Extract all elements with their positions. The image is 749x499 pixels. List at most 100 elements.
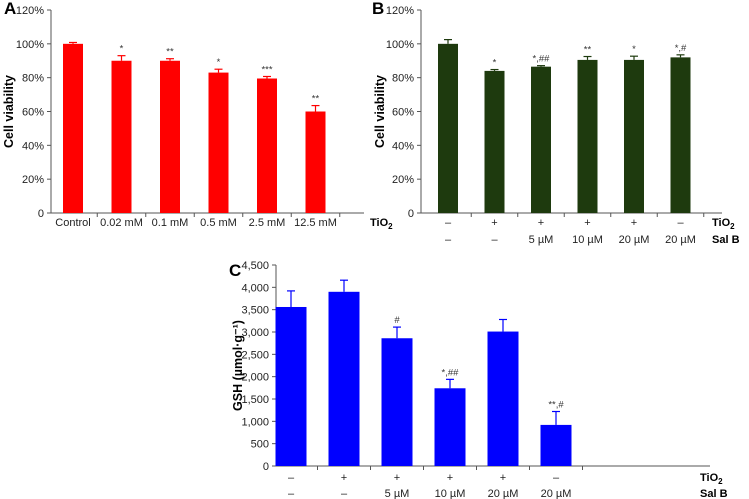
bar [160,60,180,213]
bar [577,59,598,213]
y-tick-label: 20% [392,174,414,186]
row-label-text: TiO [712,217,731,229]
x-category-label: 0.02 mM [100,217,143,229]
x-category-label: 10 µM [572,234,603,246]
panel-b: B Cell viability 0 20% 40% 60% 80% 100% 120% * *,#… [372,0,740,246]
x-category-label: – [341,488,348,499]
bar [484,70,505,214]
y-tick-label: 2,500 [241,349,269,361]
y-tick-label: 100% [386,39,414,51]
y-tick-label: 120% [16,5,44,17]
x-category-label: + [500,472,506,484]
bar [624,59,644,213]
row-label-text: Sal B [700,488,728,499]
x-category-label: 2.5 mM [249,217,286,229]
x-category-label: – [445,217,452,229]
y-tick-label: 40% [22,140,44,152]
y-axis-label: Cell viability [2,75,16,148]
significance-label: * [120,44,124,55]
x-category-label: – [445,234,452,246]
x-category-label: + [394,472,400,484]
row-label-salb: Sal B [712,234,740,246]
y-axis-label: Cell viability [373,75,387,148]
y-tick-label: 60% [392,107,414,119]
x-category-label: – [288,488,295,499]
y-tick-label: 1,500 [241,394,269,406]
significance-label: * [217,57,221,68]
significance-label: *** [261,64,272,75]
bar [670,57,691,213]
x-category-label: + [538,217,544,229]
bar [305,111,326,213]
panel-label-b: B [372,0,384,18]
x-category-label: Control [55,217,90,229]
row-label-tio2: TiO2 [370,217,393,231]
x-category-label: 0.1 mM [152,217,189,229]
x-category-label: + [631,217,637,229]
row-label-text: TiO [700,472,719,484]
panel-c: C GSH (µmol·g⁻¹) 0 500 1,000 1,500 2,000 2,500 3… [229,260,728,499]
significance-label: * [632,44,636,55]
bar [540,424,572,466]
bar [328,291,360,466]
y-tick-label: 4,500 [241,260,269,272]
significance-label: *,## [442,367,460,378]
row-label-subscript: 2 [730,222,735,231]
significance-label: *,# [675,43,687,54]
y-tick-label: 120% [386,5,414,17]
x-category-label: + [491,217,497,229]
y-tick-label: 0 [263,461,269,473]
x-category-label: 20 µM [488,488,519,499]
significance-label: ** [312,94,320,105]
y-tick-label: 20% [22,174,44,186]
bar [381,338,413,466]
row-label-text: Sal B [712,234,740,246]
row-label-tio2: TiO2 [712,217,735,231]
bar [438,43,458,214]
bar [257,78,277,213]
y-tick-label: 0 [38,208,44,220]
significance-label: ** [584,45,592,56]
panel-label-c: C [229,261,241,280]
y-tick-label: 60% [22,107,44,119]
row-label-salb: Sal B [700,488,728,499]
y-tick-label: 4,000 [241,282,269,294]
row-label-subscript: 2 [718,477,723,486]
y-tick-label: 0 [408,208,414,220]
x-category-label: + [341,472,347,484]
x-category-label: – [491,234,498,246]
significance-label: *,## [533,54,551,65]
bar [275,306,307,466]
bar [434,388,466,466]
x-category-label: 20 µM [541,488,572,499]
bar [208,72,229,213]
x-category-label: – [677,217,684,229]
panel-label-a: A [4,0,16,18]
y-tick-label: 500 [251,439,269,451]
significance-label: # [394,315,400,326]
y-tick-label: 80% [22,73,44,85]
x-category-label: – [288,472,295,484]
significance-label: ** [166,47,174,58]
x-category-label: – [553,472,560,484]
x-category-label: 10 µM [435,488,466,499]
x-category-label: 20 µM [665,234,696,246]
y-tick-label: 2,000 [241,372,269,384]
row-label-text: TiO [370,217,389,229]
x-category-label: 0.5 mM [200,217,237,229]
significance-label: * [493,58,497,69]
bar [531,66,551,213]
x-category-label: 5 µM [529,234,554,246]
x-category-label: + [447,472,453,484]
row-label-tio2: TiO2 [700,472,723,486]
y-axis-label: GSH (µmol·g⁻¹) [231,320,245,411]
x-category-label: + [584,217,590,229]
y-tick-label: 80% [392,73,414,85]
y-tick-label: 1,000 [241,416,269,428]
row-label-subscript: 2 [388,222,393,231]
y-tick-label: 3,500 [241,305,269,317]
bar [63,43,83,214]
y-tick-label: 3,000 [241,327,269,339]
